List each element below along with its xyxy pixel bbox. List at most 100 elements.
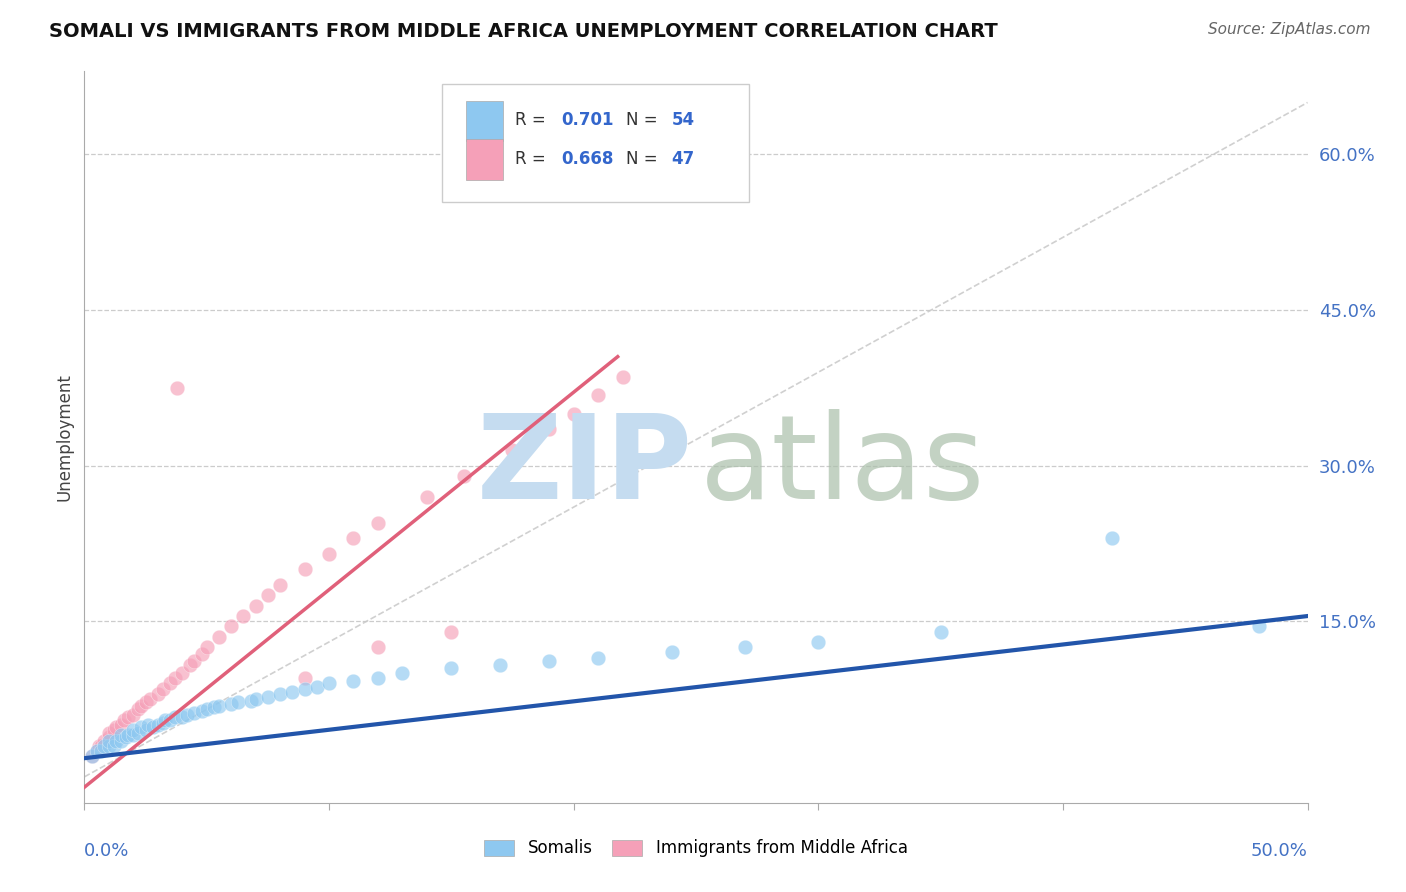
Point	[110, 718, 132, 732]
Point	[127, 702, 149, 716]
Point	[440, 624, 463, 639]
Text: SOMALI VS IMMIGRANTS FROM MIDDLE AFRICA UNEMPLOYMENT CORRELATION CHART: SOMALI VS IMMIGRANTS FROM MIDDLE AFRICA …	[49, 22, 998, 41]
Text: N =: N =	[626, 150, 664, 168]
Point	[122, 728, 145, 742]
Point	[191, 648, 214, 662]
Point	[152, 715, 174, 730]
Point	[135, 695, 157, 709]
Point	[367, 671, 389, 685]
Point	[176, 707, 198, 722]
Point	[93, 739, 115, 753]
Point	[342, 531, 364, 545]
Point	[367, 640, 389, 655]
Point	[281, 685, 304, 699]
Point	[294, 671, 316, 685]
Point	[440, 661, 463, 675]
Point	[115, 731, 138, 745]
Point	[1247, 619, 1270, 633]
Point	[129, 699, 152, 714]
Text: R =: R =	[515, 150, 551, 168]
Point	[136, 718, 159, 732]
Point	[80, 749, 103, 764]
Point	[110, 733, 132, 747]
Point	[117, 709, 139, 723]
Point	[294, 562, 316, 576]
Point	[257, 588, 280, 602]
Text: R =: R =	[515, 112, 551, 129]
Text: 47: 47	[672, 150, 695, 168]
Point	[97, 726, 120, 740]
Point	[122, 723, 145, 738]
Point	[538, 654, 561, 668]
Point	[122, 707, 145, 722]
Point	[166, 381, 188, 395]
Point	[502, 443, 524, 458]
Point	[103, 739, 125, 753]
Point	[159, 676, 181, 690]
Point	[1101, 531, 1123, 545]
Point	[416, 490, 439, 504]
Point	[97, 739, 120, 753]
Point	[367, 516, 389, 530]
Point	[294, 681, 316, 696]
Point	[232, 609, 254, 624]
Point	[135, 723, 157, 738]
Point	[239, 694, 262, 708]
Point	[228, 695, 250, 709]
Point	[219, 698, 242, 712]
Point	[195, 702, 218, 716]
Point	[208, 699, 231, 714]
Point	[127, 726, 149, 740]
Point	[453, 469, 475, 483]
Point	[146, 718, 169, 732]
Point	[269, 687, 291, 701]
Text: ZIP: ZIP	[477, 409, 692, 524]
Point	[612, 370, 634, 384]
Point	[195, 640, 218, 655]
Text: N =: N =	[626, 112, 664, 129]
Point	[159, 713, 181, 727]
Point	[208, 630, 231, 644]
Point	[110, 728, 132, 742]
Point	[318, 547, 340, 561]
Point	[391, 666, 413, 681]
FancyBboxPatch shape	[441, 84, 748, 202]
Point	[153, 713, 176, 727]
Point	[97, 733, 120, 747]
Point	[342, 674, 364, 689]
Point	[80, 749, 103, 764]
Point	[562, 407, 585, 421]
Point	[105, 720, 128, 734]
Point	[117, 728, 139, 742]
Point	[489, 657, 512, 672]
Y-axis label: Unemployment: Unemployment	[55, 373, 73, 501]
Point	[146, 687, 169, 701]
Point	[163, 709, 186, 723]
FancyBboxPatch shape	[465, 101, 503, 141]
Point	[734, 640, 756, 655]
Point	[586, 650, 609, 665]
Point	[318, 676, 340, 690]
FancyBboxPatch shape	[465, 139, 503, 179]
Point	[152, 681, 174, 696]
Point	[103, 723, 125, 738]
Text: atlas: atlas	[700, 409, 986, 524]
Point	[245, 599, 267, 613]
Point	[586, 388, 609, 402]
Point	[191, 705, 214, 719]
Point	[90, 739, 112, 753]
Point	[269, 578, 291, 592]
Text: 0.0%: 0.0%	[84, 842, 129, 860]
Point	[183, 654, 205, 668]
Point	[129, 720, 152, 734]
Point	[86, 744, 108, 758]
Point	[929, 624, 952, 639]
Point	[172, 709, 194, 723]
Text: 54: 54	[672, 112, 695, 129]
Point	[219, 619, 242, 633]
Text: 50.0%: 50.0%	[1251, 842, 1308, 860]
Point	[305, 680, 328, 694]
Text: 0.668: 0.668	[561, 150, 614, 168]
Point	[112, 713, 135, 727]
Point	[183, 706, 205, 720]
